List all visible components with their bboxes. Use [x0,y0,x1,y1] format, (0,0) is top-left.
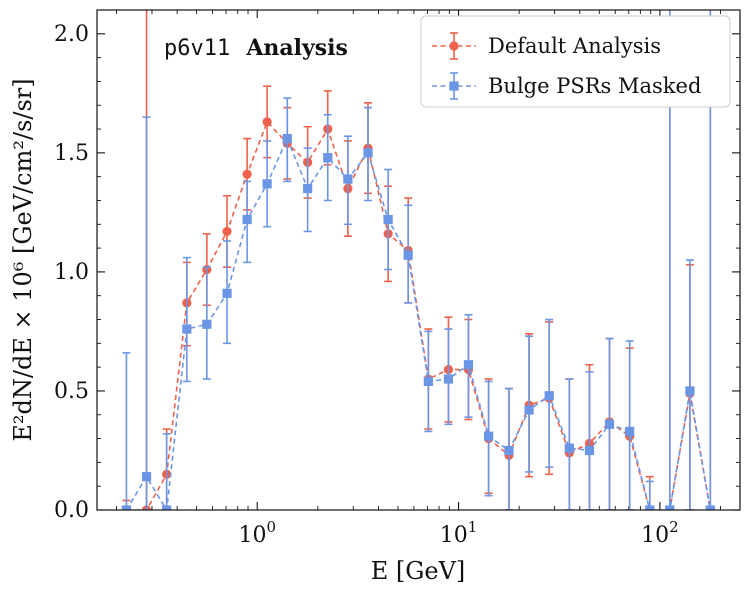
data-point-bulge-psrs-masked [544,391,554,401]
data-point-bulge-psrs-masked [584,445,595,456]
data-point-bulge-psrs-masked [262,179,272,189]
data-point-bulge-psrs-masked [121,505,132,510]
data-point-bulge-psrs-masked [504,445,514,456]
y-tick-label: 2.0 [54,22,89,47]
data-point-bulge-psrs-masked [604,419,615,429]
x-tick-label: 102 [641,518,679,548]
data-point-bulge-psrs-masked [242,214,252,225]
data-point-bulge-psrs-masked [363,148,373,158]
data-point-bulge-psrs-masked [423,376,433,387]
annotation-label: Analysis [245,35,348,61]
data-layer [121,10,715,510]
tick-label-layer: 0.0 0.5 1.0 1.5 2.0 100 101 102 [54,22,679,548]
data-point-bulge-psrs-masked [141,472,152,482]
data-point-bulge-psrs-masked [665,505,675,510]
y-axis-label: E²dN/dE × 10⁶ [GeV/cm²/s/sr] [9,78,37,441]
data-point-bulge-psrs-masked [705,505,715,510]
data-point-bulge-psrs-masked [443,374,454,384]
data-point-bulge-psrs-masked [645,505,655,510]
data-point-bulge-psrs-masked [222,288,232,298]
data-point-bulge-psrs-masked [282,133,292,144]
x-tick-label: 101 [440,518,478,548]
legend-entry-default-analysis: Default Analysis [432,32,661,60]
y-tick-label: 1.0 [54,260,89,285]
ticks-layer [97,10,740,511]
legend-entry-bulge-psrs-masked: Bulge PSRs Masked [432,72,701,100]
data-point-default-analysis [262,117,272,127]
legend-entries: Default Analysis Bulge PSRs Masked [432,32,701,100]
annotation-text: p6v11 Analysis [164,35,348,61]
data-point-bulge-psrs-masked [303,183,313,194]
data-point-default-analysis [242,169,252,179]
data-point-bulge-psrs-masked [564,443,574,453]
legend-box [420,15,731,108]
data-point-bulge-psrs-masked [524,405,534,415]
legend-marker-default-analysis [449,41,459,51]
legend-label-bulge-psrs-masked: Bulge PSRs Masked [488,74,701,98]
data-point-default-analysis [222,226,232,237]
data-point-bulge-psrs-masked [463,360,474,370]
x-tick-label: 100 [238,518,276,548]
legend-marker-bulge-psrs-masked [449,81,459,91]
data-point-bulge-psrs-masked [182,324,192,334]
data-point-bulge-psrs-masked [323,153,333,163]
data-point-bulge-psrs-masked [162,505,172,510]
data-point-bulge-psrs-masked [343,174,353,184]
data-point-bulge-psrs-masked [483,431,494,441]
x-axis-label: E [GeV] [371,557,466,585]
data-point-bulge-psrs-masked [685,386,695,396]
legend: Default Analysis Bulge PSRs Masked [420,15,731,108]
data-point-bulge-psrs-masked [625,426,635,437]
y-tick-label: 1.5 [54,141,89,166]
series-bulge-psrs-masked [121,10,715,510]
data-point-bulge-psrs-masked [202,319,212,329]
data-point-bulge-psrs-masked [403,250,413,260]
y-tick-label: 0.5 [54,379,89,404]
annotation-dataset: p6v11 [164,36,230,61]
legend-label-default-analysis: Default Analysis [488,34,661,58]
y-tick-label: 0.0 [54,498,89,523]
plot-frame [96,9,741,511]
data-point-bulge-psrs-masked [383,214,393,225]
